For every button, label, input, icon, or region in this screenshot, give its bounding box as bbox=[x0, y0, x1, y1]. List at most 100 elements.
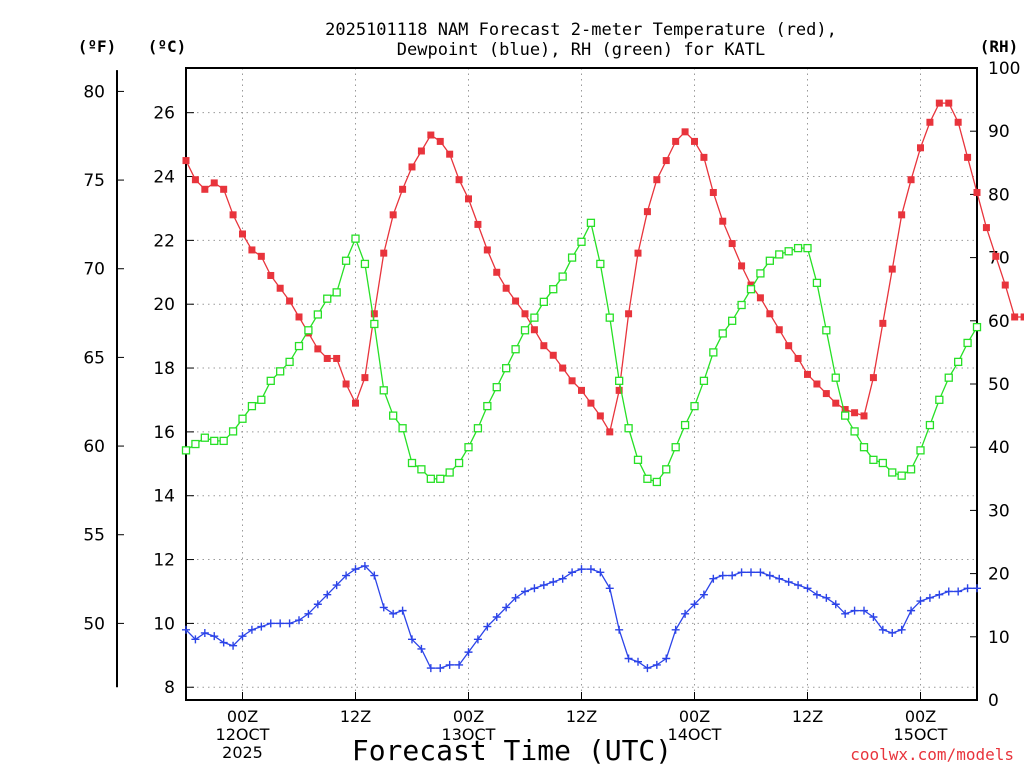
data-point bbox=[577, 237, 586, 246]
data-point bbox=[643, 208, 651, 216]
data-point bbox=[181, 446, 191, 455]
data-point bbox=[691, 137, 698, 145]
data-point bbox=[851, 409, 859, 417]
data-point bbox=[379, 386, 388, 395]
data-point bbox=[426, 664, 435, 673]
credit-text: coolwx.com/models bbox=[850, 745, 1014, 764]
data-point bbox=[718, 571, 727, 580]
data-point bbox=[266, 376, 275, 385]
data-point bbox=[314, 345, 322, 353]
data-point bbox=[323, 354, 331, 362]
data-point bbox=[709, 188, 717, 196]
data-point bbox=[238, 632, 247, 641]
data-point bbox=[832, 399, 840, 407]
data-point bbox=[860, 412, 868, 420]
data-point bbox=[841, 406, 849, 414]
data-point bbox=[285, 357, 294, 367]
data-point bbox=[465, 195, 472, 203]
data-point bbox=[897, 471, 906, 480]
data-point bbox=[445, 468, 454, 477]
data-point bbox=[370, 310, 378, 318]
data-point bbox=[191, 635, 200, 644]
data-point bbox=[954, 357, 963, 367]
fahrenheit-tick-label: 60 bbox=[83, 437, 105, 457]
data-point bbox=[341, 256, 351, 265]
data-point bbox=[304, 326, 313, 335]
data-point bbox=[454, 458, 464, 468]
data-point bbox=[285, 619, 294, 628]
data-point bbox=[540, 342, 548, 350]
data-point bbox=[248, 246, 256, 254]
data-point bbox=[624, 424, 633, 433]
data-point bbox=[427, 131, 435, 139]
data-point bbox=[681, 609, 690, 618]
data-point bbox=[812, 590, 821, 599]
data-point bbox=[954, 118, 962, 126]
data-point bbox=[342, 571, 351, 580]
data-point bbox=[756, 568, 765, 577]
data-point bbox=[879, 319, 887, 327]
data-point bbox=[992, 252, 1000, 260]
data-point bbox=[360, 259, 370, 269]
data-point bbox=[785, 342, 793, 350]
time-tick-label: 12OCT bbox=[216, 725, 270, 744]
data-point bbox=[822, 326, 831, 335]
data-point bbox=[502, 364, 511, 373]
axes: 8 10 12 14 16 18 20 22 24 26 50 55 60 65 70 75 80 0 10 20 30… bbox=[83, 59, 1020, 762]
data-point bbox=[407, 458, 417, 468]
gridlines bbox=[186, 68, 977, 700]
data-point bbox=[220, 185, 228, 193]
data-point bbox=[935, 99, 943, 107]
data-point bbox=[182, 625, 190, 634]
time-tick-label: 15OCT bbox=[894, 725, 948, 744]
data-point bbox=[869, 613, 878, 622]
fahrenheit-tick-label: 55 bbox=[83, 526, 105, 546]
data-point bbox=[944, 587, 953, 596]
data-point bbox=[577, 565, 586, 574]
data-point bbox=[436, 137, 444, 145]
data-point bbox=[793, 243, 803, 253]
celsius-tick-label: 26 bbox=[153, 104, 175, 124]
data-point bbox=[615, 376, 624, 385]
data-point bbox=[201, 185, 209, 193]
data-point bbox=[455, 176, 463, 184]
data-point bbox=[492, 383, 501, 392]
data-point bbox=[906, 465, 916, 474]
data-point bbox=[332, 288, 341, 297]
data-point bbox=[794, 581, 803, 590]
celsius-tick-label: 12 bbox=[153, 551, 175, 571]
data-point bbox=[333, 354, 341, 362]
celsius-tick-label: 24 bbox=[153, 168, 175, 188]
time-tick-label: 13OCT bbox=[442, 725, 496, 744]
data-point bbox=[247, 401, 257, 411]
data-point bbox=[228, 427, 238, 436]
data-point bbox=[483, 622, 492, 631]
data-point bbox=[633, 455, 643, 464]
data-point bbox=[380, 249, 388, 257]
data-point bbox=[426, 474, 435, 483]
data-point bbox=[313, 600, 322, 609]
time-tick-label: 00Z bbox=[453, 707, 484, 726]
data-point bbox=[878, 458, 887, 468]
data-point bbox=[483, 246, 491, 254]
data-point bbox=[869, 374, 877, 382]
data-point bbox=[539, 297, 548, 306]
data-point bbox=[408, 163, 416, 171]
data-point bbox=[417, 644, 426, 653]
data-point bbox=[567, 253, 577, 262]
data-point bbox=[747, 568, 755, 577]
data-point bbox=[568, 377, 576, 385]
data-point bbox=[615, 386, 623, 394]
data-point bbox=[671, 625, 680, 634]
data-point bbox=[455, 660, 464, 669]
data-point bbox=[247, 625, 256, 634]
data-point bbox=[831, 600, 840, 609]
data-point bbox=[643, 664, 652, 673]
data-point bbox=[888, 628, 897, 637]
data-point bbox=[775, 326, 783, 334]
data-point bbox=[549, 285, 558, 294]
data-point bbox=[464, 443, 473, 452]
data-point bbox=[267, 271, 275, 279]
data-point bbox=[653, 176, 661, 184]
